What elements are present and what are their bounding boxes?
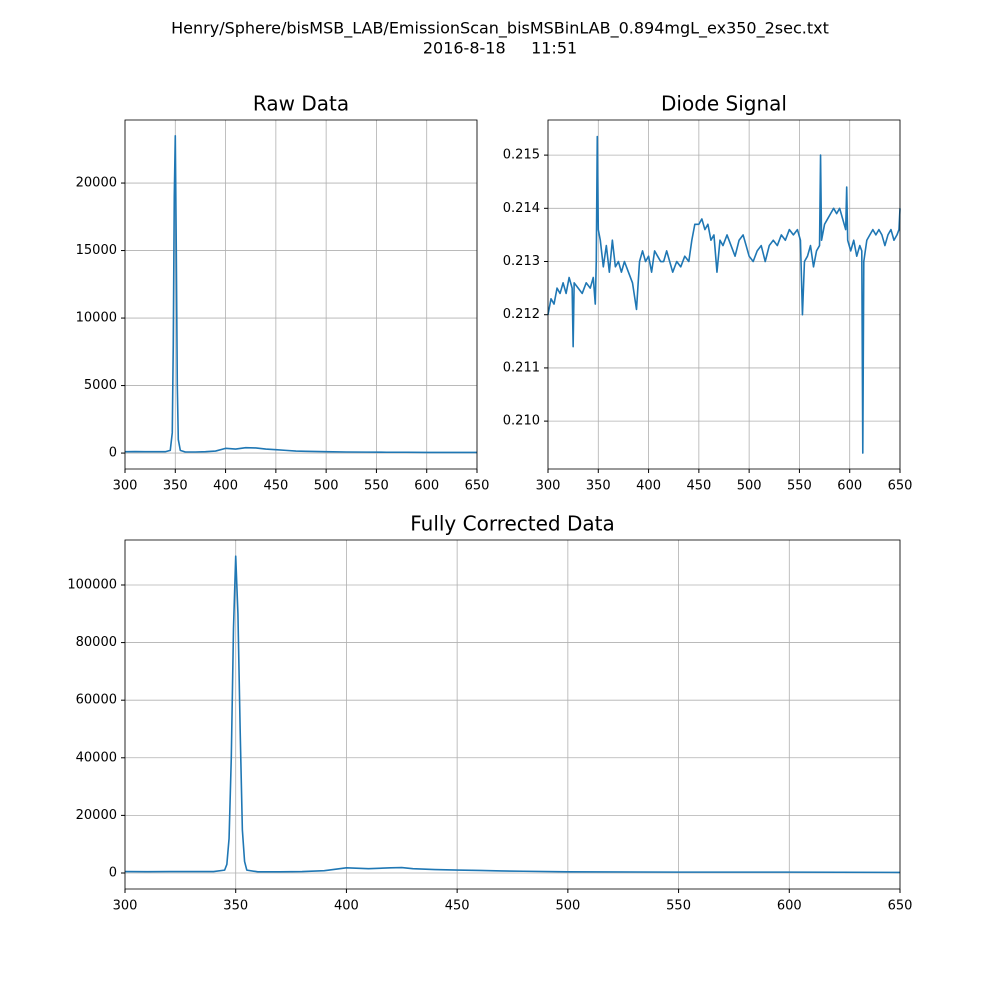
chart-title: Diode Signal bbox=[661, 92, 787, 116]
x-tick-label: 500 bbox=[314, 479, 339, 494]
chart-title: Raw Data bbox=[253, 92, 349, 116]
x-tick-label: 400 bbox=[334, 899, 359, 914]
axes-frame bbox=[547, 119, 901, 470]
data-line bbox=[124, 135, 477, 454]
chart-title: Fully Corrected Data bbox=[410, 512, 615, 536]
x-tick-label: 300 bbox=[536, 479, 561, 494]
y-tick-label: 80000 bbox=[76, 635, 117, 650]
y-tick-label: 0 bbox=[109, 446, 117, 461]
x-tick-label: 350 bbox=[586, 479, 611, 494]
x-tick-label: 550 bbox=[666, 899, 691, 914]
x-tick-label: 300 bbox=[113, 899, 138, 914]
x-tick-label: 500 bbox=[737, 479, 762, 494]
y-tick-label: 60000 bbox=[76, 693, 117, 708]
x-tick-label: 400 bbox=[213, 479, 238, 494]
x-tick-label: 550 bbox=[787, 479, 812, 494]
x-tick-label: 450 bbox=[686, 479, 711, 494]
y-tick-label: 10000 bbox=[76, 311, 117, 326]
y-tick-label: 5000 bbox=[84, 378, 117, 393]
x-tick-label: 650 bbox=[465, 479, 490, 494]
y-tick-label: 0.214 bbox=[503, 201, 540, 216]
x-tick-label: 350 bbox=[223, 899, 248, 914]
x-tick-label: 500 bbox=[555, 899, 580, 914]
y-tick-label: 0.212 bbox=[503, 307, 540, 322]
x-tick-label: 600 bbox=[414, 479, 439, 494]
axes-frame bbox=[124, 539, 901, 890]
axes-frame bbox=[124, 119, 478, 470]
x-tick-label: 300 bbox=[113, 479, 138, 494]
y-tick-label: 0.210 bbox=[503, 414, 540, 429]
y-tick-label: 15000 bbox=[76, 243, 117, 258]
y-tick-label: 0.215 bbox=[503, 148, 540, 163]
x-tick-label: 450 bbox=[263, 479, 288, 494]
x-tick-label: 600 bbox=[837, 479, 862, 494]
x-tick-label: 650 bbox=[888, 479, 913, 494]
data-line bbox=[124, 555, 901, 874]
x-tick-label: 550 bbox=[364, 479, 389, 494]
x-tick-label: 600 bbox=[777, 899, 802, 914]
figure-subtitle: 2016-8-18 11:51 bbox=[423, 39, 577, 58]
y-tick-label: 20000 bbox=[76, 176, 117, 191]
y-tick-label: 20000 bbox=[76, 808, 117, 823]
y-tick-label: 0 bbox=[109, 865, 117, 880]
y-tick-label: 0.211 bbox=[503, 360, 540, 375]
y-tick-label: 0.213 bbox=[503, 254, 540, 269]
y-tick-label: 40000 bbox=[76, 750, 117, 765]
x-tick-label: 450 bbox=[445, 899, 470, 914]
x-tick-label: 400 bbox=[636, 479, 661, 494]
figure-title: Henry/Sphere/bisMSB_LAB/EmissionScan_bis… bbox=[171, 19, 829, 39]
x-tick-label: 350 bbox=[163, 479, 188, 494]
x-tick-label: 650 bbox=[888, 899, 913, 914]
data-line bbox=[547, 135, 901, 454]
y-tick-label: 100000 bbox=[67, 577, 117, 592]
